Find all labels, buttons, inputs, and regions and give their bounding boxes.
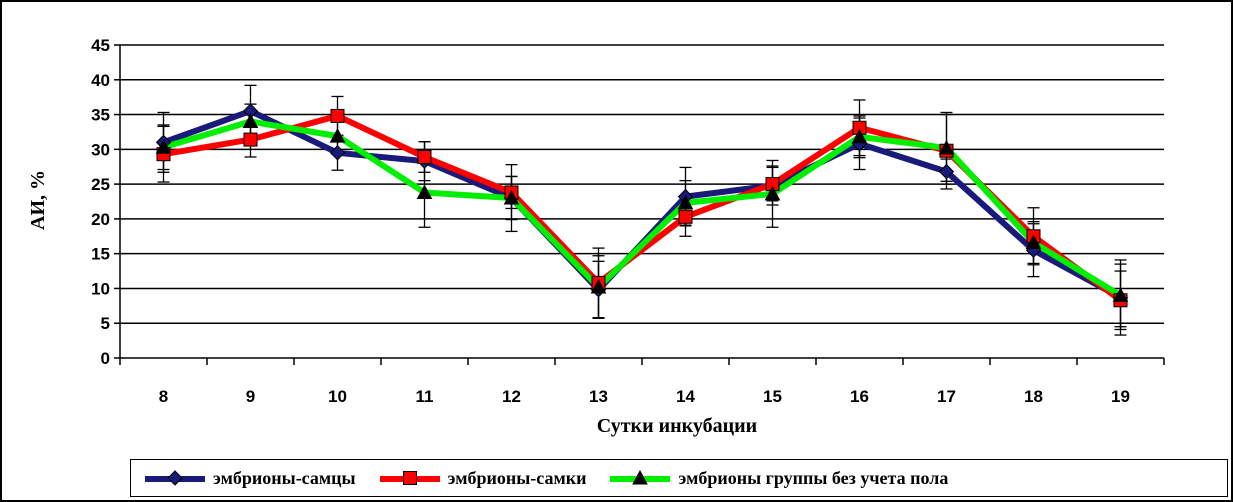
y-tick-label: 40 — [91, 71, 110, 90]
y-tick-label: 5 — [101, 314, 110, 333]
x-tick-label: 12 — [502, 387, 521, 406]
y-tick-label: 20 — [91, 210, 110, 229]
data-point-triangle — [155, 139, 172, 154]
legend-marker-shape — [167, 470, 183, 486]
data-point-triangle — [242, 113, 259, 129]
x-tick-label: 14 — [676, 387, 695, 406]
y-tick-label: 25 — [91, 175, 110, 194]
data-point-triangle — [590, 278, 607, 294]
data-point-diamond — [938, 163, 955, 180]
legend-swatch — [145, 467, 205, 489]
series-markers — [155, 103, 1129, 308]
data-point-square — [330, 108, 345, 123]
legend: эмбрионы-самцы эмбрионы-самки эмбрионы гру… — [130, 459, 1228, 497]
data-point-triangle — [503, 189, 520, 205]
x-tick-label: 17 — [937, 387, 956, 406]
data-point-triangle — [938, 139, 955, 155]
x-tick-label: 18 — [1024, 387, 1043, 406]
x-tick-label: 10 — [328, 387, 347, 406]
x-tick-label: 11 — [416, 387, 434, 406]
axes — [114, 44, 1165, 365]
legend-marker-diamond — [167, 470, 183, 486]
chart-svg: 0 5 10 15 20 25 30 35 40 45 8 9 10 11 12 13 14 15 16 17 18 19… — [27, 36, 1165, 437]
data-point-square — [243, 132, 258, 147]
series-line-1 — [162, 108, 1122, 301]
legend-marker-shape — [632, 470, 649, 485]
legend-marker-triangle — [632, 470, 649, 485]
data-point-triangle — [416, 184, 433, 199]
legend-marker-square — [402, 471, 417, 485]
data-point-square — [417, 149, 432, 164]
series-line-2 — [163, 112, 1123, 303]
data-point-square — [678, 209, 693, 224]
y-tick-label: 0 — [101, 349, 110, 368]
series-lines — [162, 108, 1123, 303]
grid-lines — [120, 44, 1164, 324]
x-tick-label: 9 — [246, 387, 255, 406]
x-tick-label: 8 — [159, 387, 168, 406]
data-point-triangle — [851, 128, 868, 144]
series-line-3 — [162, 118, 1123, 298]
legend-marker-shape — [402, 471, 417, 485]
y-tick-label: 10 — [91, 279, 110, 298]
x-tick-label: 15 — [763, 387, 782, 406]
legend-label: эмбрионы-самцы — [213, 467, 356, 488]
data-point-triangle — [1112, 287, 1129, 302]
y-tick-label: 45 — [91, 36, 110, 55]
y-tick-label: 35 — [91, 106, 110, 125]
x-tick-label: 13 — [589, 387, 608, 406]
y-tick-label: 15 — [91, 245, 110, 264]
y-axis-label: АИ, % — [27, 170, 49, 230]
data-point-triangle — [329, 128, 346, 143]
data-point-diamond — [329, 145, 346, 161]
x-tick-label: 16 — [850, 387, 869, 406]
x-axis-label: Сутки инкубации — [597, 415, 757, 437]
tick-labels: 0 5 10 15 20 25 30 35 40 45 8 9 10 11 12 13 14 15 16 17 18 19 — [91, 36, 1130, 406]
legend-label: эмбрионы-самки — [447, 467, 587, 488]
data-point-triangle — [1025, 234, 1042, 250]
legend-swatch — [610, 467, 671, 489]
data-point-triangle — [677, 194, 694, 210]
legend-item-1: эмбрионы-самцы — [145, 467, 356, 489]
legend-swatch — [379, 467, 440, 489]
legend-item-3: эмбрионы группы без учета пола — [610, 467, 948, 489]
y-tick-label: 30 — [91, 140, 110, 159]
legend-item-2: эмбрионы-самки — [379, 467, 587, 489]
x-tick-label: 19 — [1111, 387, 1130, 406]
legend-label: эмбрионы группы без учета пола — [678, 467, 949, 488]
data-point-triangle — [764, 185, 781, 201]
